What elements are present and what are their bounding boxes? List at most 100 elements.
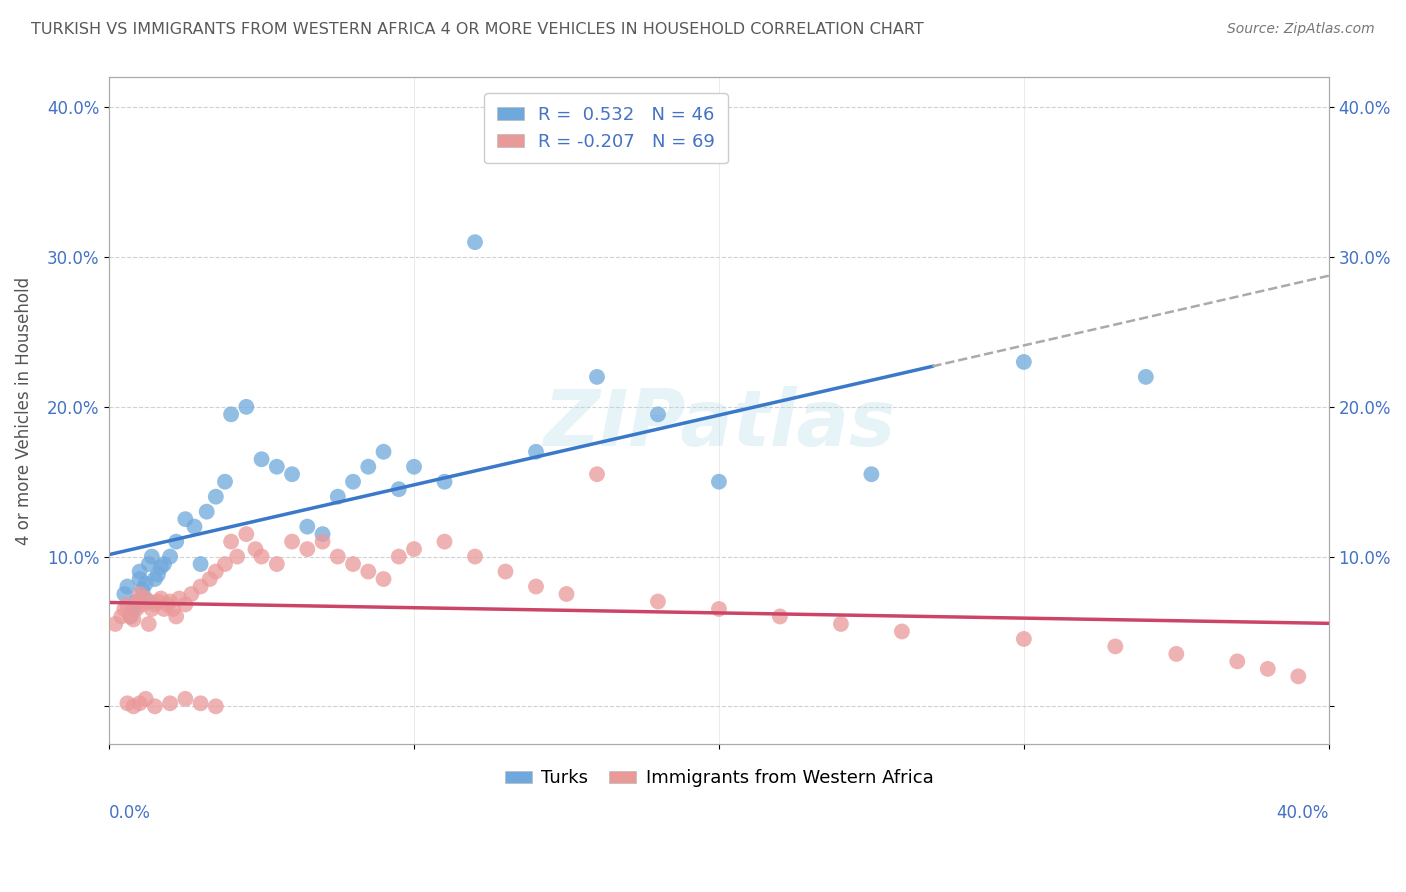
Point bbox=[131, 598, 153, 612]
Point bbox=[373, 572, 395, 586]
Point bbox=[138, 594, 160, 608]
Text: TURKISH VS IMMIGRANTS FROM WESTERN AFRICA 4 OR MORE VEHICLES IN HOUSEHOLD CORREL: TURKISH VS IMMIGRANTS FROM WESTERN AFRIC… bbox=[31, 22, 924, 37]
Text: 0.0%: 0.0% bbox=[110, 804, 150, 822]
Point bbox=[647, 408, 669, 422]
Point bbox=[586, 370, 609, 384]
Point bbox=[112, 587, 135, 601]
Point bbox=[120, 609, 142, 624]
Point bbox=[135, 576, 157, 591]
Point bbox=[104, 617, 127, 632]
Point bbox=[138, 557, 160, 571]
Point bbox=[281, 534, 304, 549]
Point bbox=[555, 587, 578, 601]
Point bbox=[707, 602, 730, 616]
Point bbox=[250, 452, 273, 467]
Point bbox=[433, 534, 456, 549]
Point bbox=[138, 617, 160, 632]
Point bbox=[122, 602, 145, 616]
Point bbox=[1135, 370, 1157, 384]
Point bbox=[1104, 640, 1126, 654]
Point bbox=[128, 572, 150, 586]
Point bbox=[205, 490, 228, 504]
Point bbox=[143, 699, 166, 714]
Point bbox=[162, 602, 184, 616]
Point bbox=[226, 549, 249, 564]
Point bbox=[373, 444, 395, 458]
Point bbox=[128, 587, 150, 601]
Point bbox=[143, 598, 166, 612]
Point bbox=[388, 549, 411, 564]
Point bbox=[890, 624, 912, 639]
Point bbox=[180, 587, 202, 601]
Point bbox=[707, 475, 730, 489]
Point bbox=[117, 580, 139, 594]
Point bbox=[135, 691, 157, 706]
Point bbox=[860, 467, 883, 482]
Point bbox=[122, 612, 145, 626]
Point bbox=[311, 527, 333, 541]
Point bbox=[1166, 647, 1188, 661]
Point bbox=[128, 696, 150, 710]
Point bbox=[190, 580, 212, 594]
Point bbox=[131, 582, 153, 597]
Point bbox=[146, 567, 169, 582]
Point bbox=[830, 617, 852, 632]
Point bbox=[524, 580, 547, 594]
Point bbox=[195, 505, 218, 519]
Point bbox=[214, 475, 236, 489]
Point bbox=[174, 691, 197, 706]
Point bbox=[174, 598, 197, 612]
Point bbox=[214, 557, 236, 571]
Point bbox=[190, 557, 212, 571]
Point bbox=[183, 519, 205, 533]
Point bbox=[245, 542, 267, 557]
Point bbox=[128, 565, 150, 579]
Point bbox=[1012, 632, 1035, 646]
Text: Source: ZipAtlas.com: Source: ZipAtlas.com bbox=[1227, 22, 1375, 37]
Point bbox=[1012, 355, 1035, 369]
Text: 40.0%: 40.0% bbox=[1277, 804, 1329, 822]
Point bbox=[388, 482, 411, 496]
Point bbox=[153, 557, 176, 571]
Point bbox=[297, 542, 319, 557]
Point bbox=[219, 408, 242, 422]
Point bbox=[141, 602, 163, 616]
Point bbox=[433, 475, 456, 489]
Point bbox=[357, 459, 380, 474]
Point bbox=[464, 549, 486, 564]
Text: ZIPatlas: ZIPatlas bbox=[543, 386, 896, 462]
Point bbox=[235, 527, 257, 541]
Point bbox=[464, 235, 486, 249]
Point bbox=[159, 594, 181, 608]
Point bbox=[1226, 654, 1249, 668]
Point bbox=[141, 549, 163, 564]
Point bbox=[135, 591, 157, 606]
Point bbox=[311, 534, 333, 549]
Point bbox=[769, 609, 792, 624]
Point bbox=[402, 542, 425, 557]
Point bbox=[143, 572, 166, 586]
Point bbox=[117, 696, 139, 710]
Point bbox=[266, 557, 288, 571]
Point bbox=[342, 475, 364, 489]
Point bbox=[524, 444, 547, 458]
Point bbox=[128, 594, 150, 608]
Point bbox=[153, 602, 176, 616]
Y-axis label: 4 or more Vehicles in Household: 4 or more Vehicles in Household bbox=[15, 277, 32, 545]
Point bbox=[149, 560, 172, 574]
Point bbox=[357, 565, 380, 579]
Point bbox=[342, 557, 364, 571]
Point bbox=[120, 609, 142, 624]
Point bbox=[117, 598, 139, 612]
Point bbox=[122, 699, 145, 714]
Point bbox=[159, 696, 181, 710]
Point bbox=[156, 598, 179, 612]
Point bbox=[402, 459, 425, 474]
Point bbox=[297, 519, 319, 533]
Point bbox=[174, 512, 197, 526]
Point bbox=[165, 534, 187, 549]
Point bbox=[647, 594, 669, 608]
Point bbox=[326, 490, 349, 504]
Point bbox=[125, 594, 148, 608]
Point bbox=[281, 467, 304, 482]
